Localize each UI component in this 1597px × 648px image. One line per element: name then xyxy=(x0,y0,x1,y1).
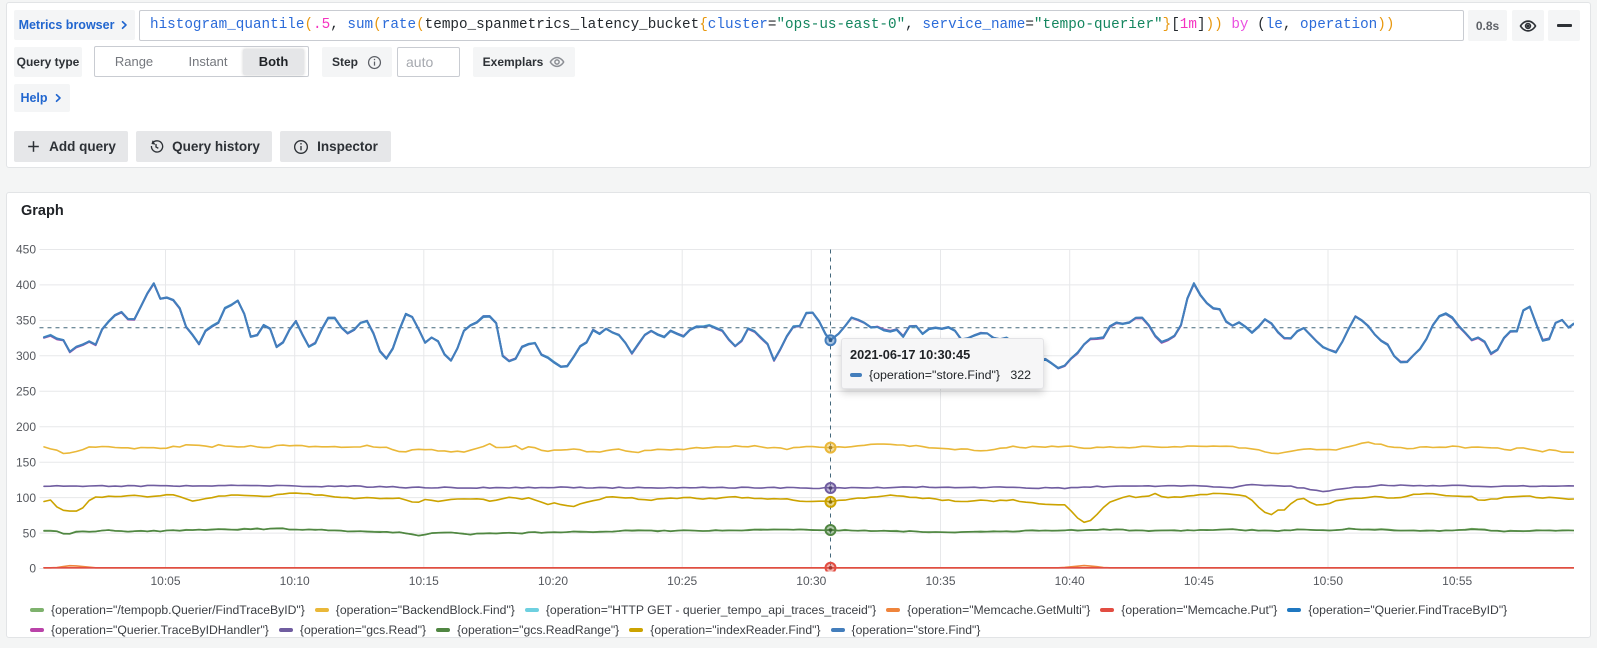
svg-text:10:05: 10:05 xyxy=(150,574,180,588)
svg-text:0: 0 xyxy=(29,562,36,576)
svg-text:10:50: 10:50 xyxy=(1313,574,1343,588)
svg-text:10:30: 10:30 xyxy=(796,574,826,588)
svg-text:450: 450 xyxy=(16,243,36,257)
svg-text:250: 250 xyxy=(16,385,36,399)
svg-text:50: 50 xyxy=(23,526,37,540)
svg-text:400: 400 xyxy=(16,278,36,292)
svg-text:100: 100 xyxy=(16,491,36,505)
svg-text:150: 150 xyxy=(16,455,36,469)
svg-text:10:10: 10:10 xyxy=(280,574,310,588)
svg-text:10:45: 10:45 xyxy=(1184,574,1214,588)
svg-text:10:35: 10:35 xyxy=(925,574,955,588)
svg-text:10:20: 10:20 xyxy=(538,574,568,588)
svg-text:10:55: 10:55 xyxy=(1442,574,1472,588)
svg-text:10:15: 10:15 xyxy=(409,574,439,588)
svg-text:350: 350 xyxy=(16,314,36,328)
svg-text:10:40: 10:40 xyxy=(1055,574,1085,588)
svg-text:300: 300 xyxy=(16,349,36,363)
svg-text:200: 200 xyxy=(16,420,36,434)
svg-text:10:25: 10:25 xyxy=(667,574,697,588)
